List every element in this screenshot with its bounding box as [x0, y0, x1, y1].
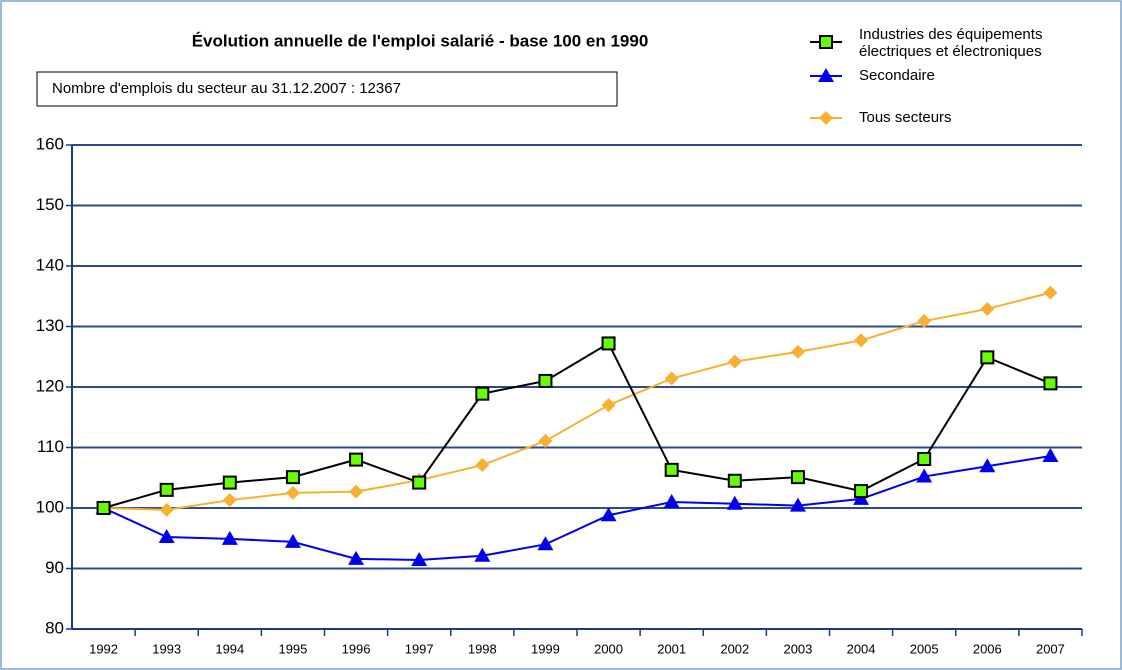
marker — [664, 371, 679, 386]
marker — [348, 550, 365, 565]
marker — [601, 336, 616, 351]
marker — [601, 398, 616, 413]
y-tick-label: 160 — [36, 134, 64, 153]
x-tick-label: 1993 — [152, 641, 181, 656]
marker — [854, 484, 869, 499]
marker — [1043, 376, 1058, 391]
series-line — [103, 342, 1051, 509]
marker — [158, 529, 175, 544]
marker — [854, 333, 869, 348]
marker — [600, 507, 617, 522]
x-tick-label: 1997 — [405, 641, 434, 656]
marker — [917, 314, 932, 329]
x-tick-label: 1994 — [215, 641, 244, 656]
legend-label: Industries des équipements électriques e… — [859, 26, 1043, 60]
marker — [979, 458, 996, 473]
marker — [159, 482, 174, 497]
marker — [475, 386, 490, 401]
marker — [916, 468, 933, 483]
x-tick-label: 1992 — [89, 641, 118, 656]
legend-marker — [818, 68, 834, 82]
marker — [727, 354, 742, 369]
marker — [980, 350, 995, 365]
marker — [538, 433, 553, 448]
marker — [475, 458, 490, 473]
legend-marker — [819, 35, 833, 49]
y-tick-label: 90 — [45, 558, 64, 577]
y-tick-label: 110 — [37, 437, 64, 456]
marker — [917, 451, 932, 466]
marker — [412, 475, 427, 490]
marker — [285, 485, 300, 500]
marker — [474, 547, 491, 562]
x-tick-label: 2003 — [783, 641, 812, 656]
legend-label: Tous secteurs — [859, 109, 952, 126]
marker — [411, 552, 428, 567]
marker — [789, 497, 806, 512]
legend-label: Secondaire — [859, 67, 935, 84]
x-tick-label: 1998 — [468, 641, 497, 656]
marker — [284, 533, 301, 548]
note: Nombre d'emplois du secteur au 31.12.200… — [52, 80, 401, 97]
marker — [222, 493, 237, 508]
x-tick-label: 1995 — [278, 641, 307, 656]
marker — [790, 470, 805, 485]
legend-marker — [819, 111, 833, 125]
marker — [727, 473, 742, 488]
y-tick-label: 150 — [36, 195, 64, 214]
series-line — [103, 291, 1051, 511]
marker — [159, 502, 174, 517]
x-tick-label: 2001 — [657, 641, 686, 656]
y-tick-label: 130 — [36, 316, 64, 335]
marker — [349, 484, 364, 499]
series-line — [103, 454, 1051, 562]
x-tick-label: 2007 — [1036, 641, 1065, 656]
x-tick-label: 2005 — [910, 641, 939, 656]
marker — [349, 452, 364, 467]
marker — [1043, 285, 1058, 300]
marker — [980, 301, 995, 316]
chart-title: Évolution annuelle de l'emploi salarié -… — [192, 31, 649, 50]
x-tick-label: 2002 — [720, 641, 749, 656]
marker — [664, 462, 679, 477]
marker — [1042, 447, 1059, 462]
marker — [663, 493, 680, 508]
marker — [222, 475, 237, 490]
note-box — [36, 71, 618, 107]
x-tick-label: 2006 — [973, 641, 1002, 656]
x-tick-label: 2004 — [847, 641, 876, 656]
marker — [285, 470, 300, 485]
x-tick-label: 1999 — [531, 641, 560, 656]
marker — [726, 495, 743, 510]
x-tick-label: 2000 — [594, 641, 623, 656]
y-tick-label: 100 — [36, 497, 64, 516]
marker — [221, 530, 238, 545]
y-tick-label: 80 — [45, 618, 64, 637]
marker — [96, 501, 111, 515]
marker — [538, 373, 553, 388]
x-tick-label: 1996 — [342, 641, 371, 656]
y-tick-label: 140 — [36, 255, 64, 274]
marker — [537, 536, 554, 551]
y-tick-label: 120 — [36, 376, 64, 395]
marker — [790, 344, 805, 359]
